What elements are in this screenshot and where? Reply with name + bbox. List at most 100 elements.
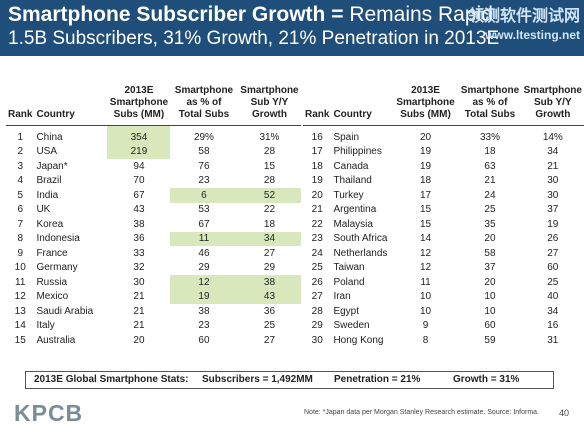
subs-cell: 14 bbox=[419, 233, 432, 245]
table-row: 13 Saudi Arabia 21 38 36 bbox=[6, 304, 301, 319]
subs-cell: 33 bbox=[133, 247, 145, 259]
growth-cell: 19 bbox=[547, 218, 559, 230]
title-bold: Smartphone Subscriber Growth = bbox=[8, 3, 350, 26]
table-row: 20 Turkey 17 24 30 bbox=[303, 188, 584, 203]
table-row: 3 Japan* 94 76 15 bbox=[6, 159, 301, 174]
country-cell: Mexico bbox=[36, 291, 69, 303]
rank-cell: 15 bbox=[14, 334, 26, 346]
pct-cell: 10 bbox=[484, 305, 496, 317]
right-table-header: Rank Country 2013E Smartphone Subs (MM) Sm… bbox=[303, 85, 584, 126]
growth-cell: 43 bbox=[237, 289, 302, 304]
growth-cell: 14% bbox=[542, 131, 563, 143]
pct-cell: 24 bbox=[484, 189, 496, 201]
country-cell: Poland bbox=[333, 276, 365, 288]
pct-cell: 38 bbox=[198, 305, 210, 317]
col-pct-header: Smartphone as % of Total Subs bbox=[174, 85, 234, 120]
growth-cell: 30 bbox=[547, 175, 559, 187]
subs-cell: 67 bbox=[133, 189, 145, 201]
table-row: 6 UK 43 53 22 bbox=[6, 203, 301, 218]
pct-cell: 21 bbox=[484, 175, 496, 187]
country-cell: China bbox=[36, 131, 63, 143]
pct-cell: 58 bbox=[198, 146, 210, 158]
col-country-header: Country bbox=[36, 109, 75, 120]
rank-cell: 14 bbox=[14, 320, 26, 332]
global-stats-box: 2013E Global Smartphone Stats: Subscribe… bbox=[25, 371, 554, 389]
table-row: 27 Iran 10 10 40 bbox=[303, 290, 584, 305]
table-row: 5 India 67 6 52 bbox=[6, 188, 302, 203]
subs-cell: 10 bbox=[419, 305, 432, 317]
country-cell: Egypt bbox=[333, 305, 360, 317]
rank-cell: 5 bbox=[17, 189, 23, 201]
left-table-header: Rank Country 2013E Smartphone Subs (MM) Sm… bbox=[6, 85, 302, 126]
table-row: 28 Egypt 10 10 34 bbox=[303, 304, 584, 319]
growth-cell: 27 bbox=[547, 247, 559, 259]
subs-cell: 20 bbox=[133, 334, 145, 346]
table-row: 21 Argentina 15 25 37 bbox=[303, 203, 584, 218]
pct-cell: 58 bbox=[484, 247, 496, 259]
rank-cell: 21 bbox=[311, 204, 323, 216]
rank-cell: 6 bbox=[17, 204, 23, 216]
table-row: 25 Taiwan 12 37 60 bbox=[303, 261, 584, 276]
subs-cell: 43 bbox=[133, 204, 145, 216]
rank-cell: 19 bbox=[311, 175, 323, 187]
rank-cell: 12 bbox=[14, 291, 26, 303]
subs-cell: 10 bbox=[419, 291, 432, 303]
col-rank-header: Rank bbox=[8, 109, 33, 120]
subs-cell: 94 bbox=[133, 160, 145, 172]
table-row: 8 Indonesia 36 11 34 bbox=[6, 231, 302, 246]
country-cell: India bbox=[36, 189, 59, 201]
growth-cell: 25 bbox=[263, 320, 276, 332]
pct-cell: 20 bbox=[484, 233, 496, 245]
table-row: 30 Hong Kong 8 59 31 bbox=[303, 333, 584, 348]
country-cell: Iran bbox=[333, 291, 351, 303]
subs-cell: 30 bbox=[133, 276, 145, 288]
rank-cell: 29 bbox=[311, 320, 323, 332]
pct-cell: 63 bbox=[484, 160, 496, 172]
col-growth-header: Smartphone Sub Y/Y Growth bbox=[240, 85, 299, 120]
table-row: 16 Spain 20 33% 14% bbox=[303, 126, 584, 145]
country-cell: Australia bbox=[36, 334, 76, 346]
rank-cell: 25 bbox=[311, 262, 323, 274]
country-cell: Korea bbox=[36, 218, 64, 230]
pct-cell: 46 bbox=[198, 247, 210, 259]
stats-label: 2013E Global Smartphone Stats: bbox=[34, 374, 189, 385]
col-country-header: Country bbox=[333, 109, 372, 120]
watermark-url: www.ltesting.net bbox=[485, 28, 580, 42]
rank-cell: 3 bbox=[17, 160, 23, 172]
rank-cell: 9 bbox=[17, 247, 23, 259]
country-cell: France bbox=[36, 247, 68, 259]
subs-cell: 11 bbox=[420, 276, 431, 288]
table-row: 4 Brazil 70 23 28 bbox=[6, 174, 301, 189]
table-row: 23 South Africa 14 20 26 bbox=[303, 232, 584, 247]
country-cell: Turkey bbox=[333, 189, 364, 201]
subs-cell: 70 bbox=[133, 175, 145, 187]
growth-cell: 40 bbox=[547, 291, 559, 303]
growth-cell: 27 bbox=[263, 334, 276, 346]
pct-cell: 18 bbox=[484, 146, 496, 158]
pct-cell: 12 bbox=[170, 275, 238, 290]
pct-cell: 23 bbox=[198, 175, 210, 187]
growth-cell: 38 bbox=[237, 275, 302, 290]
pct-cell: 37 bbox=[484, 262, 496, 274]
subs-cell: 21 bbox=[133, 291, 145, 303]
footnote: Note: *Japan data per Morgan Stanley Res… bbox=[304, 409, 540, 416]
rank-cell: 10 bbox=[14, 262, 26, 274]
country-cell: Italy bbox=[36, 320, 55, 332]
growth-cell: 31% bbox=[259, 131, 280, 143]
kpcb-logo: KPCB bbox=[14, 400, 84, 426]
subs-cell: 38 bbox=[133, 218, 145, 230]
subs-cell: 17 bbox=[419, 189, 432, 201]
col-rank-header: Rank bbox=[305, 109, 330, 120]
watermark-text: 领测软件测试网 bbox=[467, 6, 580, 25]
pct-cell: 60 bbox=[198, 334, 210, 346]
subs-cell: 19 bbox=[419, 146, 432, 158]
title-rest: Remains Rapid bbox=[349, 3, 493, 26]
page-number: 40 bbox=[559, 408, 570, 418]
rank-cell: 1 bbox=[17, 131, 23, 143]
rank-cell: 24 bbox=[311, 247, 323, 259]
table-row: 24 Netherlands 12 58 27 bbox=[303, 246, 584, 261]
rank-cell: 28 bbox=[311, 305, 323, 317]
table-row: 22 Malaysia 15 35 19 bbox=[303, 217, 584, 232]
pct-cell: 59 bbox=[484, 334, 496, 346]
table-row: 17 Philippines 19 18 34 bbox=[303, 145, 584, 160]
